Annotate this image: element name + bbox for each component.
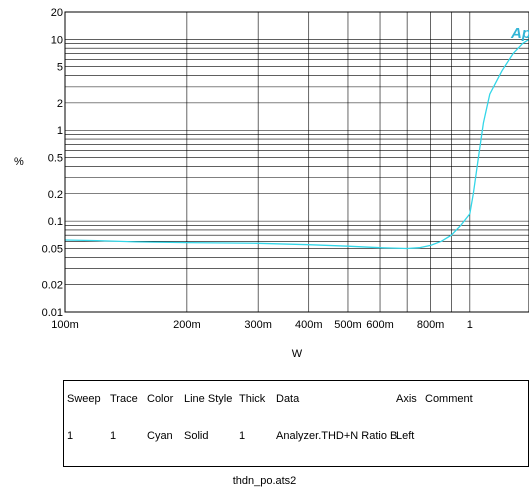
y-tick-label: 0.02 [42, 280, 63, 292]
legend-row: 1 1 Cyan Solid 1 Analyzer.THD+N Ratio B … [64, 430, 528, 446]
cell-color: Cyan [147, 430, 173, 442]
x-tick-label: 800m [417, 319, 445, 331]
header-data: Data [276, 393, 300, 405]
y-axis-label: % [14, 156, 24, 168]
y-tick-labels: 20 10 5 2 1 0.5 0.2 0.1 0.05 0.02 0.01 [42, 7, 63, 319]
thdn-chart: 20 10 5 2 1 0.5 0.2 0.1 0.05 0.02 0.01 100m 200m 300… [14, 7, 529, 360]
header-color: Color [147, 393, 174, 405]
ap-logo: Ap [510, 25, 529, 42]
header-sweep: Sweep [67, 393, 101, 405]
y-tick-label: 0.5 [48, 153, 63, 165]
x-tick-label: 500m [334, 319, 362, 331]
x-tick-label: 200m [173, 319, 201, 331]
y-tick-label: 2 [57, 98, 63, 110]
y-tick-label: 0.05 [42, 243, 63, 255]
plot-frame [64, 11, 529, 313]
x-tick-labels: 100m 200m 300m 400m 500m 600m 800m 1 [51, 319, 473, 331]
cell-line-style: Solid [184, 430, 209, 442]
y-tick-label: 0.1 [48, 216, 63, 228]
cell-thick: 1 [239, 430, 246, 442]
x-tick-label: 100m [51, 319, 79, 331]
x-tick-label: 1 [467, 319, 473, 331]
x-tick-label: 400m [295, 319, 323, 331]
y-tick-label: 10 [51, 34, 63, 46]
y-tick-label: 0.01 [42, 307, 63, 319]
y-tick-label: 1 [57, 125, 63, 137]
legend-table: Sweep Trace Color Line Style Thick Data … [63, 380, 529, 467]
cell-trace: 1 [110, 430, 117, 442]
header-axis: Axis [396, 393, 417, 405]
cell-data: Analyzer.THD+N Ratio B [276, 430, 398, 442]
cell-axis: Left [396, 430, 415, 442]
grid-lines [64, 11, 529, 313]
series-layer [64, 38, 529, 250]
x-tick-label: 600m [366, 319, 394, 331]
header-comment: Comment [425, 393, 473, 405]
header-trace: Trace [110, 393, 138, 405]
y-tick-label: 5 [57, 62, 63, 74]
file-name-footer: thdn_po.ats2 [232, 475, 297, 487]
x-tick-label: 300m [244, 319, 272, 331]
header-thick: Thick [239, 393, 266, 405]
cell-sweep: 1 [67, 430, 74, 442]
y-tick-label: 0.2 [48, 189, 63, 201]
x-axis-label: W [292, 348, 303, 360]
series-line-thd-n [64, 38, 529, 250]
header-line-style: Line Style [184, 393, 233, 405]
y-tick-label: 20 [51, 7, 63, 19]
legend-header-row: Sweep Trace Color Line Style Thick Data … [64, 393, 528, 409]
